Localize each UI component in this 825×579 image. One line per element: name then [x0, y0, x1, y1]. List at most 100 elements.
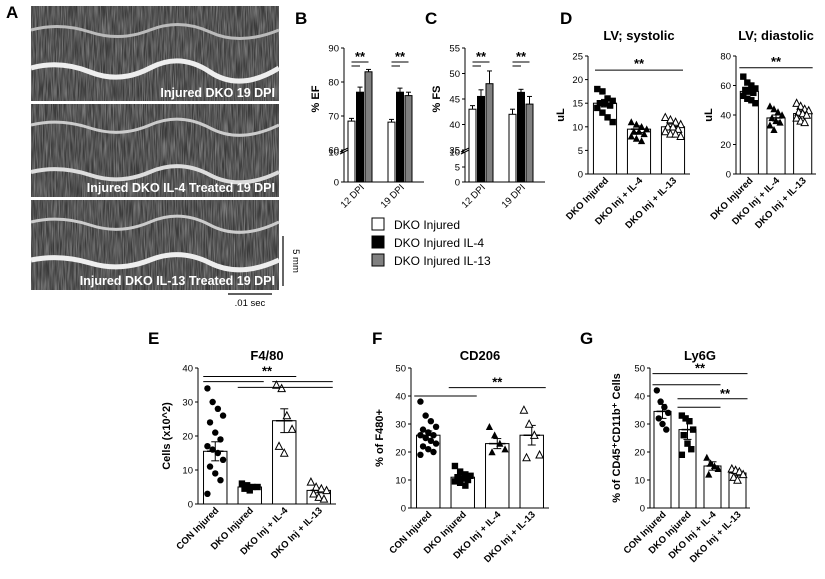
data-point — [419, 443, 427, 450]
y-tick-label: 50 — [395, 364, 406, 375]
y-tick-label: 45 — [449, 95, 460, 106]
data-point — [491, 431, 499, 439]
data-point — [451, 478, 459, 485]
data-point — [643, 125, 651, 133]
data-point — [462, 482, 469, 489]
data-point — [668, 121, 678, 131]
significance-label: ** — [355, 49, 366, 64]
bar — [485, 443, 510, 509]
data-point — [214, 405, 222, 412]
data-point — [770, 125, 778, 133]
data-point — [316, 483, 326, 493]
data-point — [214, 449, 222, 457]
legend-swatch-il4 — [371, 235, 385, 249]
data-point — [496, 439, 504, 447]
data-point — [309, 488, 318, 498]
data-point — [425, 446, 432, 453]
bar — [508, 113, 517, 183]
y-tick-label: 10 — [182, 466, 193, 477]
data-point — [314, 492, 324, 501]
y-tick-label: 10 — [449, 148, 460, 159]
y-tick-label: 10 — [572, 122, 583, 133]
data-point — [640, 130, 648, 138]
data-point — [635, 127, 643, 135]
echo-images: Injured DKO 19 DPI Injured DKO IL-4 Trea… — [30, 6, 301, 309]
data-point — [462, 471, 469, 478]
data-point — [778, 111, 786, 119]
y-tick-label: 70 — [328, 112, 339, 123]
legend-swatch-il13 — [371, 253, 385, 267]
data-point — [488, 448, 496, 456]
data-point — [630, 127, 638, 135]
bar — [477, 95, 485, 183]
data-point — [209, 446, 216, 453]
y-axis-label: % EF — [310, 85, 322, 112]
bar — [517, 91, 525, 183]
data-point — [733, 475, 742, 484]
panel-label-g: G — [580, 329, 593, 348]
significance-label: ** — [476, 49, 487, 64]
data-point — [279, 448, 289, 457]
y-tick-label: 50 — [449, 69, 460, 80]
data-point — [322, 485, 331, 495]
panel-label-d: D — [560, 9, 572, 28]
data-point — [217, 436, 224, 443]
data-point — [657, 398, 664, 405]
y-axis-label: Cells (x10^2) — [161, 402, 173, 470]
data-point — [666, 128, 675, 138]
y-tick-label: 80 — [720, 52, 731, 63]
echo-label-3: Injured DKO IL-13 Treated 19 DPI — [80, 274, 275, 288]
data-point — [676, 131, 686, 140]
data-point — [627, 132, 635, 140]
bar — [356, 91, 364, 183]
y-tick-label: 40 — [720, 111, 731, 122]
y-tick-label: 0 — [188, 500, 193, 511]
significance-label: ** — [720, 386, 731, 401]
y-tick-label: 0 — [640, 504, 645, 515]
x-tick-label: 19 DPI — [500, 182, 528, 210]
data-point — [688, 446, 695, 453]
panel-label-c: C — [425, 9, 437, 28]
significance-label: ** — [395, 49, 406, 64]
legend-label-il4: DKO Injured IL-4 — [394, 236, 484, 250]
chart-title: F4/80 — [250, 348, 283, 363]
data-point — [684, 440, 691, 447]
data-point — [714, 465, 722, 472]
data-point — [660, 112, 670, 122]
data-point — [800, 117, 810, 127]
data-point — [311, 482, 321, 491]
panel-label-a: A — [6, 3, 18, 22]
y-axis-label: % of CD45⁺CD11b⁺ Cells — [611, 373, 623, 503]
data-point — [653, 387, 661, 394]
data-point — [274, 441, 284, 450]
significance-label: ** — [771, 54, 782, 69]
data-point — [243, 482, 251, 489]
data-point — [529, 430, 539, 439]
echo-image-1: Injured DKO 19 DPI — [30, 6, 281, 101]
data-point — [485, 423, 494, 430]
panel-label-e: E — [148, 329, 159, 348]
data-point — [748, 82, 755, 89]
echo-image-3: Injured DKO IL-13 Treated 19 DPI — [30, 200, 281, 290]
data-point — [422, 434, 429, 442]
data-point — [766, 102, 774, 110]
data-point — [632, 120, 641, 128]
data-point — [425, 429, 432, 436]
y-tick-label: 55 — [449, 44, 460, 55]
data-point — [738, 469, 748, 479]
bar — [468, 108, 477, 183]
legend-swatch-injured — [371, 217, 385, 231]
data-point — [689, 426, 697, 433]
data-point — [459, 475, 466, 482]
data-point — [204, 443, 211, 450]
data-point — [659, 420, 666, 428]
data-point — [219, 456, 227, 463]
echo-label-1: Injured DKO 19 DPI — [160, 86, 275, 100]
data-point — [212, 429, 219, 436]
panel-label-b: B — [295, 9, 307, 28]
